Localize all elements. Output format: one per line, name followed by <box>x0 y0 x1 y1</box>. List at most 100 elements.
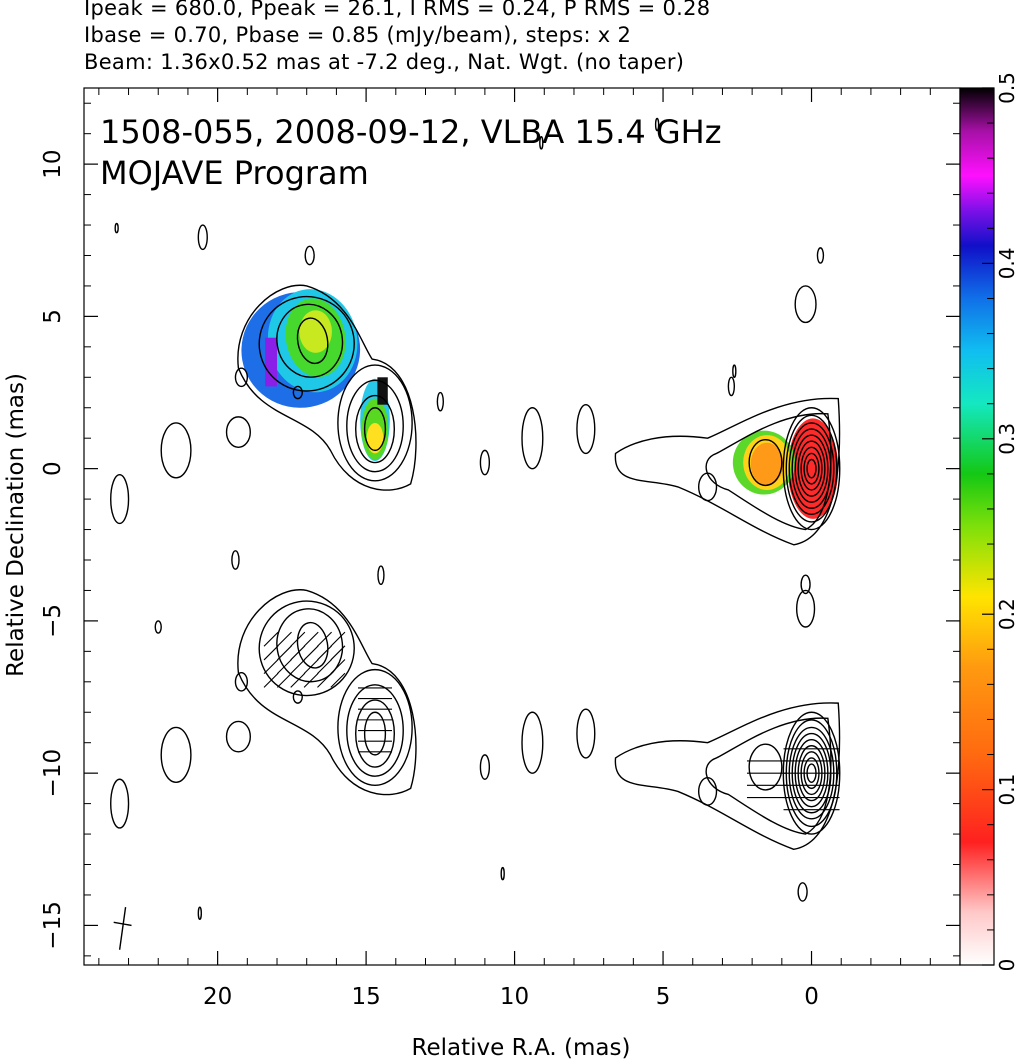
upper-lobe-b-contour <box>258 295 355 392</box>
isolated-contour <box>727 376 736 397</box>
y-tick-label: 10 <box>40 149 66 178</box>
isolated-contour <box>114 222 119 234</box>
upper-noise-contour <box>234 367 249 388</box>
lobe-b-evpa-vector <box>303 659 319 675</box>
upper-core-contour <box>788 422 835 516</box>
knot-a-polarization-core <box>366 422 384 454</box>
header-line-2: Ibase = 0.70, Pbase = 0.85 (mJy/beam), s… <box>84 23 632 47</box>
isolated-contour <box>436 391 445 412</box>
lobe-b-evpa-vector <box>330 672 346 688</box>
axes: 20 15 10 5 0 10 5 0 −5 −10 −15 <box>40 88 960 1010</box>
lower-jet-envelope-inner <box>705 717 832 835</box>
isolated-contour <box>500 866 505 881</box>
y-tick-label: 5 <box>40 309 66 324</box>
lobe-b-evpa-vector <box>276 659 292 675</box>
lobe-b-evpa-vector <box>317 631 332 647</box>
y-tick-label: −5 <box>40 604 66 638</box>
lobe-b-evpa-vector <box>290 672 306 688</box>
header-line-3: Beam: 1.36x0.52 mas at -7.2 deg., Nat. W… <box>84 50 685 74</box>
upper-core-contour <box>806 458 817 479</box>
upper-noise-contour <box>292 385 303 400</box>
upper-core-contour <box>800 446 823 491</box>
colorbar <box>960 88 994 965</box>
x-tick-label: 20 <box>203 984 232 1010</box>
isolated-contour <box>816 247 825 264</box>
lobe-b-evpa-vector <box>317 672 332 688</box>
colorbar-tick-label: 0.3 <box>995 423 1019 455</box>
y-tick-label: −15 <box>40 901 66 950</box>
lobe-b-evpa-vector <box>276 631 292 647</box>
beam-minor-axis <box>113 921 132 927</box>
plot-subtitle: MOJAVE Program <box>100 154 369 192</box>
isolated-contour <box>795 589 816 628</box>
x-tick-label: 10 <box>500 984 529 1010</box>
lower-lobe-b-contour <box>258 600 355 697</box>
lobe-b-evpa-vector <box>263 631 279 647</box>
upper-core-contour <box>797 440 826 497</box>
lobe-b-evpa-vector <box>303 631 319 647</box>
isolated-contour <box>797 882 808 902</box>
isolated-contour <box>732 364 737 378</box>
lobe-b-evpa-vector <box>317 659 332 675</box>
lobe-b-evpa-vector <box>263 659 279 675</box>
isolated-contour <box>794 285 817 324</box>
lobe-b-polarization-core <box>299 310 332 353</box>
lower-lobe-b-contour-outer <box>237 589 417 796</box>
lower-lobe-b-contour-core <box>296 621 329 669</box>
lobe-b-evpa-vector <box>330 631 346 647</box>
lower-noise-contour <box>697 777 718 806</box>
inner-jet-polarization <box>750 442 784 486</box>
upper-lobe-b-contour-core <box>296 317 329 365</box>
lower-knot-a-contour-core <box>363 711 387 756</box>
isolated-contour <box>304 245 315 266</box>
colorbar-tick-label: 0.4 <box>995 247 1019 279</box>
upper-noise-contour <box>479 449 491 476</box>
lobe-b-polarization-edge <box>265 337 278 387</box>
lower-noise-contour <box>576 708 596 759</box>
upper-noise-contour <box>160 422 192 479</box>
lobe-b-evpa-vector <box>317 645 332 661</box>
evpa-vector-layer <box>263 631 840 811</box>
contour-layer <box>110 117 841 950</box>
upper-noise-contour <box>110 474 130 525</box>
lower-knot-a-contour-outer <box>337 668 413 787</box>
lobe-b-evpa-vector <box>303 645 319 661</box>
y-axis-label: Relative Declination (mas) <box>3 373 29 677</box>
isolated-contour <box>154 620 162 634</box>
header-line-1: Ipeak = 680.0, Ppeak = 26.1, I RMS = 0.2… <box>84 0 711 20</box>
y-tick-label: 0 <box>40 461 66 476</box>
isolated-contour <box>654 117 660 132</box>
colorbar-frame <box>959 87 995 966</box>
upper-noise-contour <box>225 416 251 449</box>
upper-noise-contour <box>521 407 544 470</box>
isolated-contour <box>197 224 208 251</box>
upper-jet-envelope-inner <box>705 413 832 531</box>
colorbar-tick-label: 0.1 <box>995 774 1019 806</box>
colorbar-tick-label: 0.2 <box>995 598 1019 630</box>
isolated-contour <box>800 574 811 595</box>
x-tick-label: 5 <box>656 984 671 1010</box>
upper-knot-a-contour-core <box>363 407 387 452</box>
lower-jet-envelope-outer <box>614 702 841 851</box>
lobe-b-evpa-vector <box>330 659 346 675</box>
upper-inner-jet-contour <box>748 439 783 487</box>
lower-inner-jet-contour <box>748 743 783 791</box>
colorbar-tick-label: 0.5 <box>995 72 1019 104</box>
lobe-b-evpa-vector <box>276 645 292 661</box>
lobe-b-evpa-vector <box>303 672 319 688</box>
upper-core-contour <box>782 407 841 531</box>
lobe-b-evpa-vector <box>263 645 279 661</box>
isolated-contour <box>377 565 385 586</box>
lower-noise-contour <box>110 778 130 829</box>
x-tick-label: 15 <box>351 984 380 1010</box>
colorbar-tick-label: 0 <box>995 959 1019 972</box>
isolated-contour <box>197 906 202 921</box>
lower-lobe-b-contour-inner <box>276 608 344 683</box>
polarization-layer <box>241 289 839 519</box>
lobe-b-evpa-vector <box>290 659 306 675</box>
knot-a-polarization-peak <box>377 377 388 405</box>
lower-noise-contour <box>292 690 303 704</box>
lobe-b-evpa-vector <box>290 645 306 661</box>
upper-lobe-b-contour-outer <box>237 284 417 491</box>
